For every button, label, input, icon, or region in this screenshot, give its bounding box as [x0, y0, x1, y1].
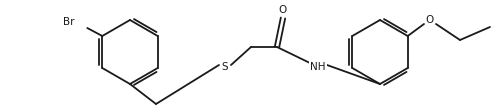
Text: Br: Br: [63, 17, 74, 27]
Text: O: O: [426, 15, 434, 25]
Text: S: S: [222, 62, 228, 72]
Text: NH: NH: [310, 62, 326, 72]
Text: O: O: [279, 5, 287, 15]
